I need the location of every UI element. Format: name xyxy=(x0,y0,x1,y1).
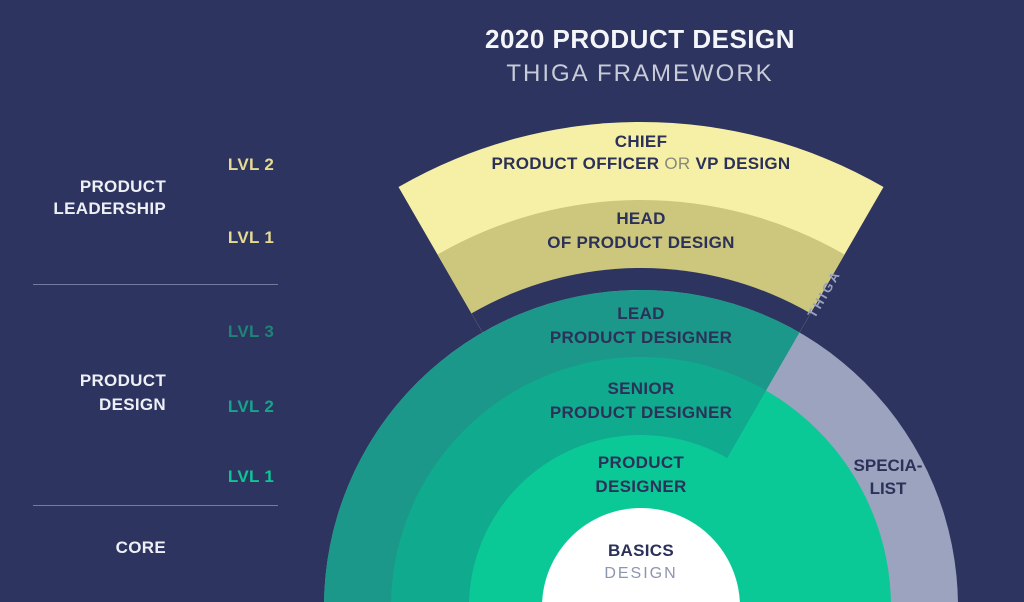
design-lvl3-label: LVL 3 xyxy=(227,322,275,341)
specialist-line2: LIST xyxy=(869,479,907,498)
senior-band-label: SENIOR PRODUCT DESIGNER xyxy=(241,377,1024,425)
leadership-lvl1-label: LVL 1 xyxy=(227,228,275,247)
chief-line2: PRODUCT OFFICER OR VP DESIGN xyxy=(241,153,1024,175)
group-label-line: LEADERSHIP xyxy=(53,199,166,218)
senior-line1: SENIOR xyxy=(607,379,675,398)
design-lvl2-label: LVL 2 xyxy=(227,397,275,416)
head-band-label: HEAD OF PRODUCT DESIGN xyxy=(241,207,1024,255)
basics-line1: BASICS xyxy=(607,541,675,560)
specialist-line1: SPECIA- xyxy=(853,456,923,475)
group-label-line: PRODUCT xyxy=(79,371,166,390)
specialist-band-label: SPECIA- LIST xyxy=(838,454,938,500)
title-subtitle: THIGA FRAMEWORK xyxy=(506,60,774,87)
basics-circle xyxy=(542,508,740,602)
title-main: 2020 PRODUCT DESIGN xyxy=(484,24,796,54)
chief-line2-or: OR xyxy=(664,154,691,173)
head-line2: OF PRODUCT DESIGN xyxy=(547,233,735,252)
lead-band-label: LEAD PRODUCT DESIGNER xyxy=(241,302,1024,350)
lead-line1: LEAD xyxy=(617,304,665,323)
group-label-line: PRODUCT xyxy=(79,177,166,196)
group-label-core: CORE xyxy=(115,538,166,557)
chief-band-label: CHIEF PRODUCT OFFICER OR VP DESIGN xyxy=(241,131,1024,175)
group-label-line: DESIGN xyxy=(99,395,166,414)
section-divider xyxy=(33,284,278,285)
designer-line2: DESIGNER xyxy=(595,477,687,496)
chief-line2-pre: PRODUCT OFFICER xyxy=(491,154,660,173)
section-divider xyxy=(33,505,278,506)
page-title: 2020 PRODUCT DESIGN THIGA FRAMEWORK xyxy=(256,24,1024,88)
designer-line1: PRODUCT xyxy=(597,453,685,472)
lead-line2: PRODUCT DESIGNER xyxy=(549,328,733,347)
chief-line2-post: VP DESIGN xyxy=(695,154,791,173)
senior-line2: PRODUCT DESIGNER xyxy=(549,403,733,422)
designer-band-label: PRODUCT DESIGNER xyxy=(241,451,1024,499)
basics-label: BASICS DESIGN xyxy=(241,539,1024,585)
group-label-product-leadership: PRODUCT LEADERSHIP xyxy=(0,176,166,220)
group-label-product-design: PRODUCT DESIGN xyxy=(0,369,166,417)
basics-line2: DESIGN xyxy=(604,565,678,582)
design-lvl1-label: LVL 1 xyxy=(227,467,275,486)
chief-line1: CHIEF xyxy=(614,132,668,151)
leadership-lvl2-label: LVL 2 xyxy=(227,155,275,174)
head-line1: HEAD xyxy=(616,209,666,228)
